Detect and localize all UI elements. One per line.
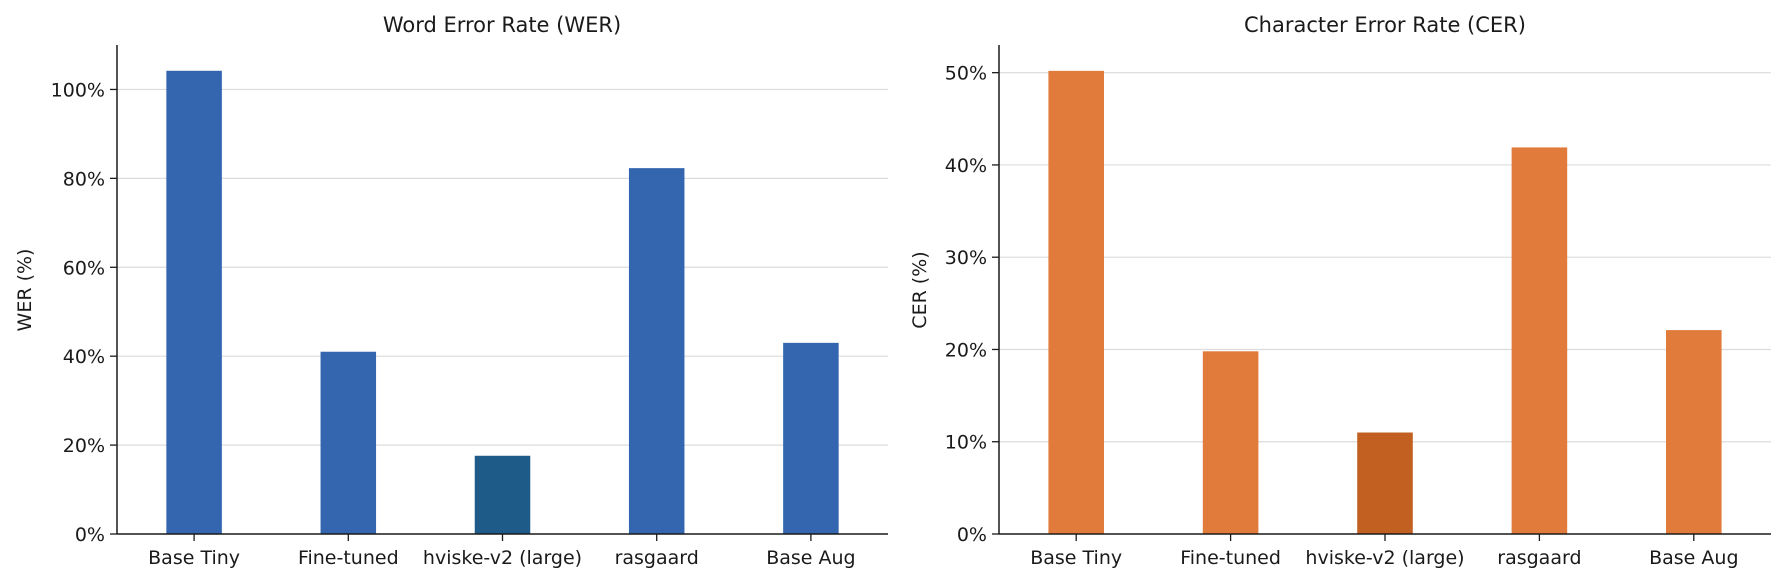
cer-chart-panel: Character Error Rate (CER) CER (%) 0% 10%… bbox=[909, 13, 1771, 569]
cer-bar bbox=[1511, 147, 1568, 534]
wer-x-tick-label: Fine-tuned bbox=[298, 547, 399, 569]
cer-y-tick-label: 20% bbox=[945, 339, 987, 361]
cer-x-tick-label: Fine-tuned bbox=[1180, 547, 1281, 569]
cer-y-tick-label: 10% bbox=[945, 432, 987, 454]
wer-y-tick-label: 80% bbox=[63, 168, 105, 190]
cer-chart-title: Character Error Rate (CER) bbox=[1244, 13, 1526, 37]
cer-x-tick-label: rasgaard bbox=[1497, 547, 1581, 569]
cer-x-tick-label: Base Tiny bbox=[1030, 547, 1122, 569]
cer-bar bbox=[1048, 70, 1104, 535]
cer-y-tick-label: 30% bbox=[945, 247, 987, 269]
wer-x-tick-label: rasgaard bbox=[615, 547, 699, 569]
cer-bar bbox=[1202, 351, 1259, 534]
wer-bar bbox=[783, 342, 839, 534]
wer-x-tick-label: Base Tiny bbox=[148, 547, 240, 569]
cer-bar bbox=[1357, 432, 1413, 534]
wer-bar bbox=[320, 351, 377, 534]
cer-bar bbox=[1666, 330, 1722, 534]
cer-x-tick-label: hviske-v2 (large) bbox=[1305, 547, 1464, 569]
cer-y-tick-label: 40% bbox=[945, 155, 987, 177]
wer-x-tick-label: Base Aug bbox=[766, 547, 855, 569]
wer-x-tick-label: hviske-v2 (large) bbox=[423, 547, 582, 569]
cer-y-axis-label: CER (%) bbox=[909, 251, 931, 328]
wer-chart-title: Word Error Rate (WER) bbox=[383, 13, 621, 37]
wer-bar bbox=[628, 168, 685, 534]
wer-y-tick-label: 0% bbox=[75, 524, 105, 546]
wer-bar bbox=[474, 455, 531, 534]
cer-x-tick-label: Base Aug bbox=[1649, 547, 1738, 569]
cer-y-tick-label: 50% bbox=[945, 63, 987, 85]
wer-y-tick-label: 60% bbox=[63, 257, 105, 279]
wer-y-tick-label: 20% bbox=[63, 435, 105, 457]
cer-y-tick-label: 0% bbox=[957, 524, 987, 546]
wer-y-tick-label: 40% bbox=[63, 346, 105, 368]
wer-bar bbox=[166, 70, 222, 535]
wer-y-tick-label: 100% bbox=[51, 79, 105, 101]
wer-chart-panel: Word Error Rate (WER) WER (%) 0% 20% 40% 60… bbox=[14, 13, 888, 569]
wer-y-axis-label: WER (%) bbox=[14, 249, 36, 332]
